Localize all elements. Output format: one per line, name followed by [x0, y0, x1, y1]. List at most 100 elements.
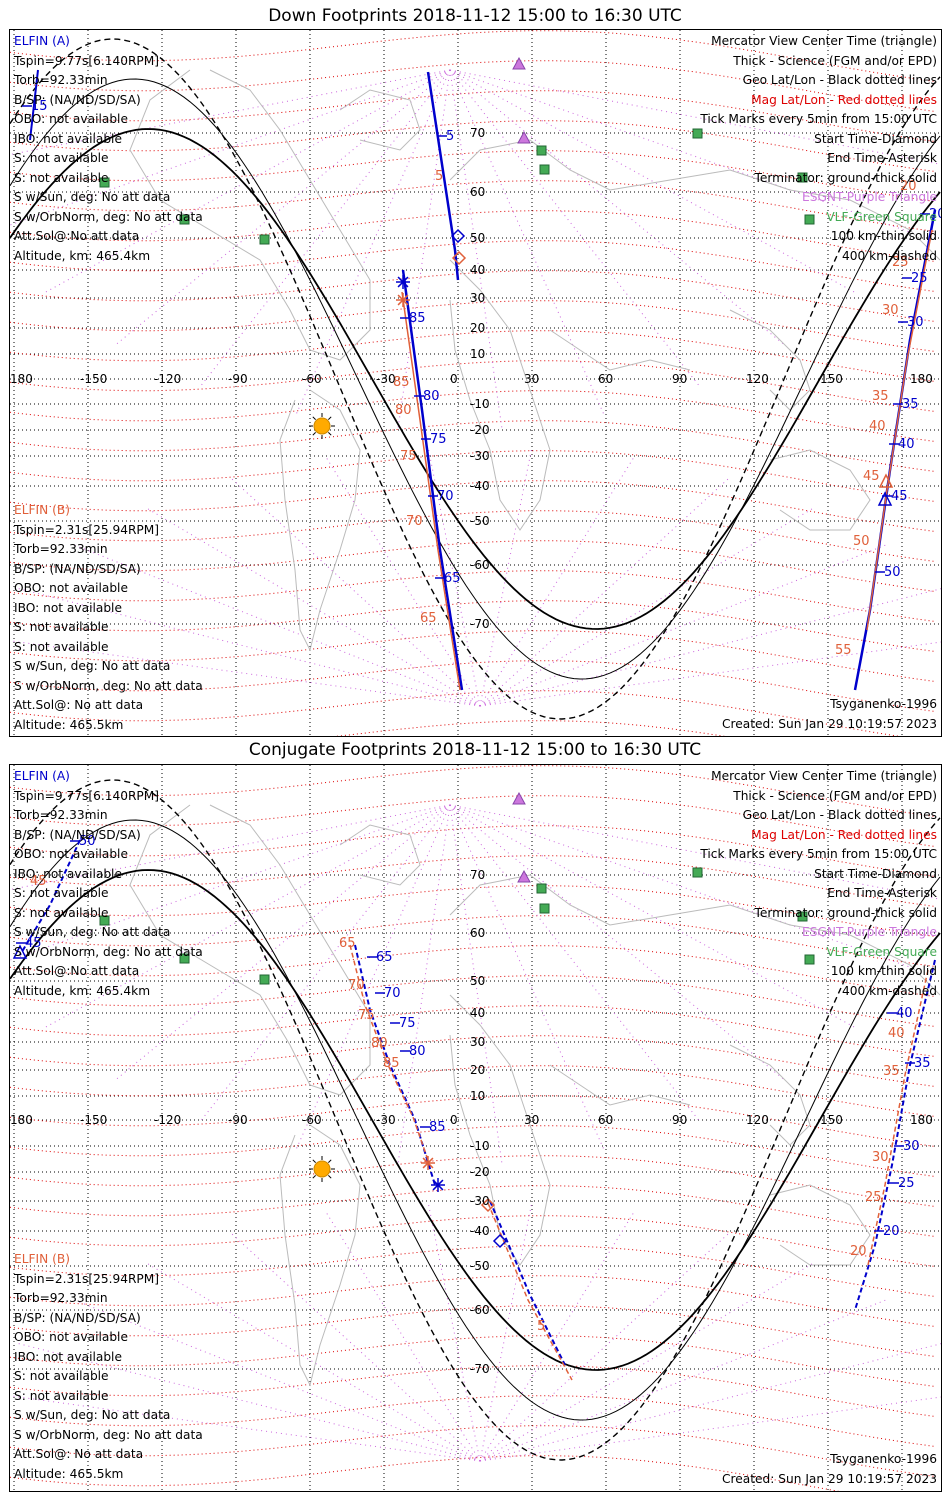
lat-tick-label: -60	[470, 558, 490, 572]
lat-tick-label: -30	[470, 1194, 490, 1208]
footer-right: Tsyganenko-1996 Created: Sun Jan 29 10:1…	[722, 695, 937, 734]
info-line: S w/Sun, deg: No att data	[14, 190, 171, 204]
lon-tick-label: -60	[302, 372, 322, 386]
footprint-track	[487, 1202, 573, 1381]
legend-item: Terminator: ground-thick solid	[754, 905, 937, 920]
info-line: Tspin=9.77s[6.140RPM]	[14, 788, 160, 803]
vlf-square-icon	[692, 867, 703, 878]
info-line: S w/Sun, deg: No att data	[14, 1408, 171, 1422]
lon-tick-label: 60	[598, 1113, 613, 1127]
lon-tick-label: -150	[80, 1113, 107, 1127]
info-line: S w/OrbNorm, deg: No att data	[14, 209, 203, 224]
vlf-square-icon	[179, 214, 190, 225]
track-label-b: 25	[865, 1190, 882, 1205]
mag-meridian-south	[479, 457, 635, 707]
legend-item: Tick Marks every 5min from 15:00 UTC	[700, 847, 937, 861]
lon-tick-label: 30	[524, 372, 539, 386]
footprint-track	[426, 71, 460, 281]
lat-tick-label: 60	[470, 926, 485, 940]
legend-item: 100 km-thin solid	[830, 229, 937, 243]
track-label-b: 55	[835, 643, 852, 658]
sun-icon	[313, 417, 331, 435]
model-label: Tsyganenko-1996	[830, 1452, 937, 1466]
sun-ray	[312, 1175, 316, 1179]
legend-item: VLF-Green Square	[826, 944, 937, 959]
sun-ray	[328, 416, 332, 420]
footprint-track	[867, 969, 929, 1266]
mag-meridian-north	[449, 804, 503, 1164]
elfin-b-lines: Tspin=2.31s[25.94RPM] Torb=92.33min B/SP: …	[14, 521, 203, 736]
vlf-square-icon	[536, 883, 547, 894]
track-label-b: 70	[406, 514, 423, 529]
lat-tick-label: 40	[470, 263, 485, 277]
info-line: S: not available	[14, 639, 109, 654]
coastline	[449, 259, 551, 531]
info-line: Tspin=9.77s[6.140RPM]	[14, 53, 160, 68]
info-line: OBO: not available	[14, 581, 128, 595]
track-label-a: 50	[884, 565, 901, 580]
legend-item: Thick - Science (FGM and/or EPD)	[733, 53, 937, 68]
footprint-track	[29, 69, 39, 141]
info-line: Att.Sol@:No att data	[14, 964, 140, 978]
lon-tick-label: 0	[450, 372, 458, 386]
center-triangle-a-icon	[877, 491, 893, 506]
elfin-a-info: ELFIN (A) Tspin=9.77s[6.140RPM] Torb=92.3…	[14, 767, 203, 1001]
mag-meridian-south	[479, 1298, 888, 1462]
info-line: Tspin=2.31s[25.94RPM]	[14, 522, 160, 537]
info-line: Altitude, km: 465.4km	[14, 248, 151, 263]
legend-item: Geo Lat/Lon - Black dotted lines	[742, 808, 937, 822]
track-label-b: 75	[400, 449, 417, 464]
end-asterisk-b-icon	[422, 1157, 434, 1169]
track-label-b: 20	[900, 179, 917, 194]
footprint-track	[401, 291, 461, 691]
mag-meridian-north	[295, 69, 451, 415]
mag-meridian-south	[479, 1343, 941, 1462]
mag-meridian-north	[449, 804, 700, 1122]
elfin-a-name: ELFIN (A)	[14, 34, 70, 48]
elfin-b-name: ELFIN (B)	[14, 1252, 70, 1266]
track-label-a: 85	[429, 1120, 446, 1135]
vlf-square-icon	[804, 214, 815, 225]
info-line: S w/OrbNorm, deg: No att data	[14, 678, 203, 693]
legend-item: ESGNT-Purple Triangle	[802, 190, 937, 204]
lat-tick-label: 20	[470, 1063, 485, 1077]
lon-tick-label: -30	[376, 1113, 396, 1127]
terminator-100km	[10, 78, 941, 680]
vlf-square-icon	[179, 953, 190, 964]
elfin-a-info: ELFIN (A) Tspin=9.77s[6.140RPM] Torb=92.3…	[14, 32, 203, 266]
track-label-a: 35	[914, 1056, 931, 1071]
info-line: OBO: not available	[14, 1330, 128, 1344]
esgnt-triangle-icon	[512, 56, 526, 70]
track-label-a: 15	[31, 99, 48, 114]
track-label-b: 85	[393, 375, 410, 390]
legend-item: 400 km-dashed	[842, 983, 937, 998]
mag-meridian-north	[10, 804, 451, 961]
sun-ray	[328, 432, 332, 436]
mag-meridian-south	[72, 1298, 481, 1462]
coastline	[549, 329, 691, 371]
lat-tick-label: -50	[470, 1259, 490, 1273]
mag-meridian-south	[479, 543, 888, 707]
map-canvas: 65 70 75 80 85 50 45 40 35 30 25 20 65 70 75 80 85 5 45 40 3…	[10, 765, 941, 1491]
center-triangle-b-icon	[878, 473, 894, 488]
lat-tick-label: 50	[470, 231, 485, 245]
lon-tick-label: 180	[910, 1113, 933, 1127]
info-line: S: not available	[14, 1369, 109, 1383]
mag-meridian-south	[479, 506, 816, 707]
elfin-b-lines: Tspin=2.31s[25.94RPM] Torb=92.33min B/SP: …	[14, 1270, 203, 1485]
vlf-square-icon	[99, 915, 110, 926]
mag-meridian-north	[449, 69, 700, 387]
track-label-a: 30	[907, 315, 924, 330]
track-label-a: 75	[430, 432, 447, 447]
footprint-track	[349, 944, 429, 1161]
lon-tick-label: 180	[10, 372, 33, 386]
elfin-a-name: ELFIN (A)	[14, 769, 70, 783]
sun-icon	[313, 1160, 331, 1178]
legend-item: Terminator: ground-thick solid	[754, 170, 937, 185]
vlf-square-icon	[536, 145, 547, 156]
created-label: Created: Sun Jan 29 10:19:57 2023	[722, 716, 937, 731]
track-label-b: 40	[888, 1026, 905, 1041]
info-line: S: not available	[14, 905, 109, 920]
info-line: S: not available	[14, 620, 109, 634]
track-label-a: 40	[896, 1006, 913, 1021]
